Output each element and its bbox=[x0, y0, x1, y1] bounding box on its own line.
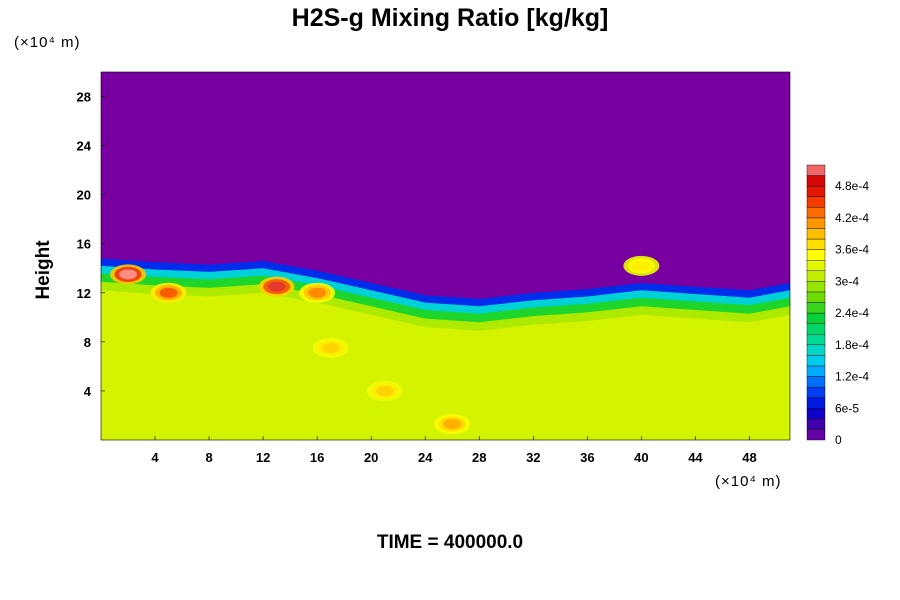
x-tick-label-3: 16 bbox=[310, 450, 324, 465]
y-tick-label-1: 8 bbox=[84, 335, 91, 350]
colorbar-segment-24 bbox=[806, 175, 826, 187]
colorbar-segment-10 bbox=[806, 323, 826, 335]
chart-title: H2S-g Mixing Ratio [kg/kg] bbox=[291, 4, 609, 32]
heatmap-field bbox=[101, 72, 790, 440]
colorbar-segment-8 bbox=[806, 344, 826, 356]
feature-5-2 bbox=[375, 385, 394, 396]
y-tick-label-3: 16 bbox=[77, 237, 91, 252]
layer-band-4 bbox=[101, 290, 790, 440]
x-tick-label-11: 48 bbox=[742, 450, 756, 465]
x-tick-label-9: 40 bbox=[634, 450, 648, 465]
colorbar-segment-1 bbox=[806, 418, 826, 430]
x-tick-label-7: 32 bbox=[526, 450, 540, 465]
colorbar-label-6: 3.6e-4 bbox=[835, 243, 869, 257]
plot-frame bbox=[100, 71, 791, 441]
y-tick-label-4: 20 bbox=[77, 188, 91, 203]
colorbar-label-2: 1.2e-4 bbox=[835, 370, 869, 384]
colorbar-segment-0 bbox=[806, 429, 826, 441]
colorbar-segment-25 bbox=[806, 164, 826, 176]
x-tick-label-8: 36 bbox=[580, 450, 594, 465]
colorbar-segment-11 bbox=[806, 312, 826, 324]
feature-7-2 bbox=[632, 260, 651, 271]
colorbar-label-4: 2.4e-4 bbox=[835, 306, 869, 320]
colorbar-label-3: 1.8e-4 bbox=[835, 338, 869, 352]
y-axis-unit: (×10⁴ m) bbox=[14, 34, 81, 51]
y-tick-label-6: 28 bbox=[77, 90, 91, 105]
colorbar-segment-6 bbox=[806, 365, 826, 377]
colorbar-segment-19 bbox=[806, 228, 826, 240]
x-tick-label-2: 12 bbox=[256, 450, 270, 465]
colorbar-segment-21 bbox=[806, 207, 826, 219]
colorbar-segment-13 bbox=[806, 291, 826, 303]
y-tick-label-5: 24 bbox=[77, 139, 92, 154]
time-label: TIME = 400000.0 bbox=[376, 532, 524, 553]
colorbar-segment-15 bbox=[806, 270, 826, 282]
colorbar-segment-4 bbox=[806, 386, 826, 398]
colorbar-label-7: 4.2e-4 bbox=[835, 211, 869, 225]
x-tick-label-6: 28 bbox=[472, 450, 486, 465]
colorbar-label-1: 6e-5 bbox=[835, 401, 859, 415]
y-tick-label-0: 4 bbox=[84, 384, 92, 399]
colorbar-segment-14 bbox=[806, 281, 826, 293]
feature-4-2 bbox=[321, 343, 340, 353]
colorbar: 0 6e-5 1.2e-4 1.8e-4 2.4e-4 3e-4 3.6e-4 4.2e-4 4… bbox=[806, 164, 869, 447]
colorbar-label-0: 0 bbox=[835, 433, 842, 447]
colorbar-segment-22 bbox=[806, 196, 826, 208]
colorbar-segment-16 bbox=[806, 259, 826, 271]
colorbar-label-5: 3e-4 bbox=[835, 274, 859, 288]
feature-3-2 bbox=[308, 287, 327, 298]
colorbar-segment-9 bbox=[806, 334, 826, 346]
x-tick-label-0: 4 bbox=[151, 450, 159, 465]
x-axis-unit: (×10⁴ m) bbox=[715, 473, 782, 490]
feature-6-2 bbox=[443, 419, 462, 430]
colorbar-segment-2 bbox=[806, 408, 826, 420]
colorbar-segment-20 bbox=[806, 217, 826, 229]
colorbar-segment-7 bbox=[806, 355, 826, 367]
colorbar-segment-17 bbox=[806, 249, 826, 261]
y-tick-label-2: 12 bbox=[77, 286, 91, 301]
colorbar-segment-23 bbox=[806, 185, 826, 197]
x-tick-label-4: 20 bbox=[364, 450, 378, 465]
colorbar-segment-5 bbox=[806, 376, 826, 388]
x-tick-label-1: 8 bbox=[205, 450, 212, 465]
feature-1-2 bbox=[159, 287, 178, 298]
colorbar-segment-12 bbox=[806, 302, 826, 314]
feature-2-2 bbox=[267, 281, 286, 292]
colorbar-segment-18 bbox=[806, 238, 826, 250]
x-tick-label-10: 44 bbox=[688, 450, 703, 465]
colorbar-segment-3 bbox=[806, 397, 826, 409]
colorbar-label-8: 4.8e-4 bbox=[835, 179, 869, 193]
x-tick-label-5: 24 bbox=[418, 450, 433, 465]
feature-0-2 bbox=[119, 269, 138, 280]
